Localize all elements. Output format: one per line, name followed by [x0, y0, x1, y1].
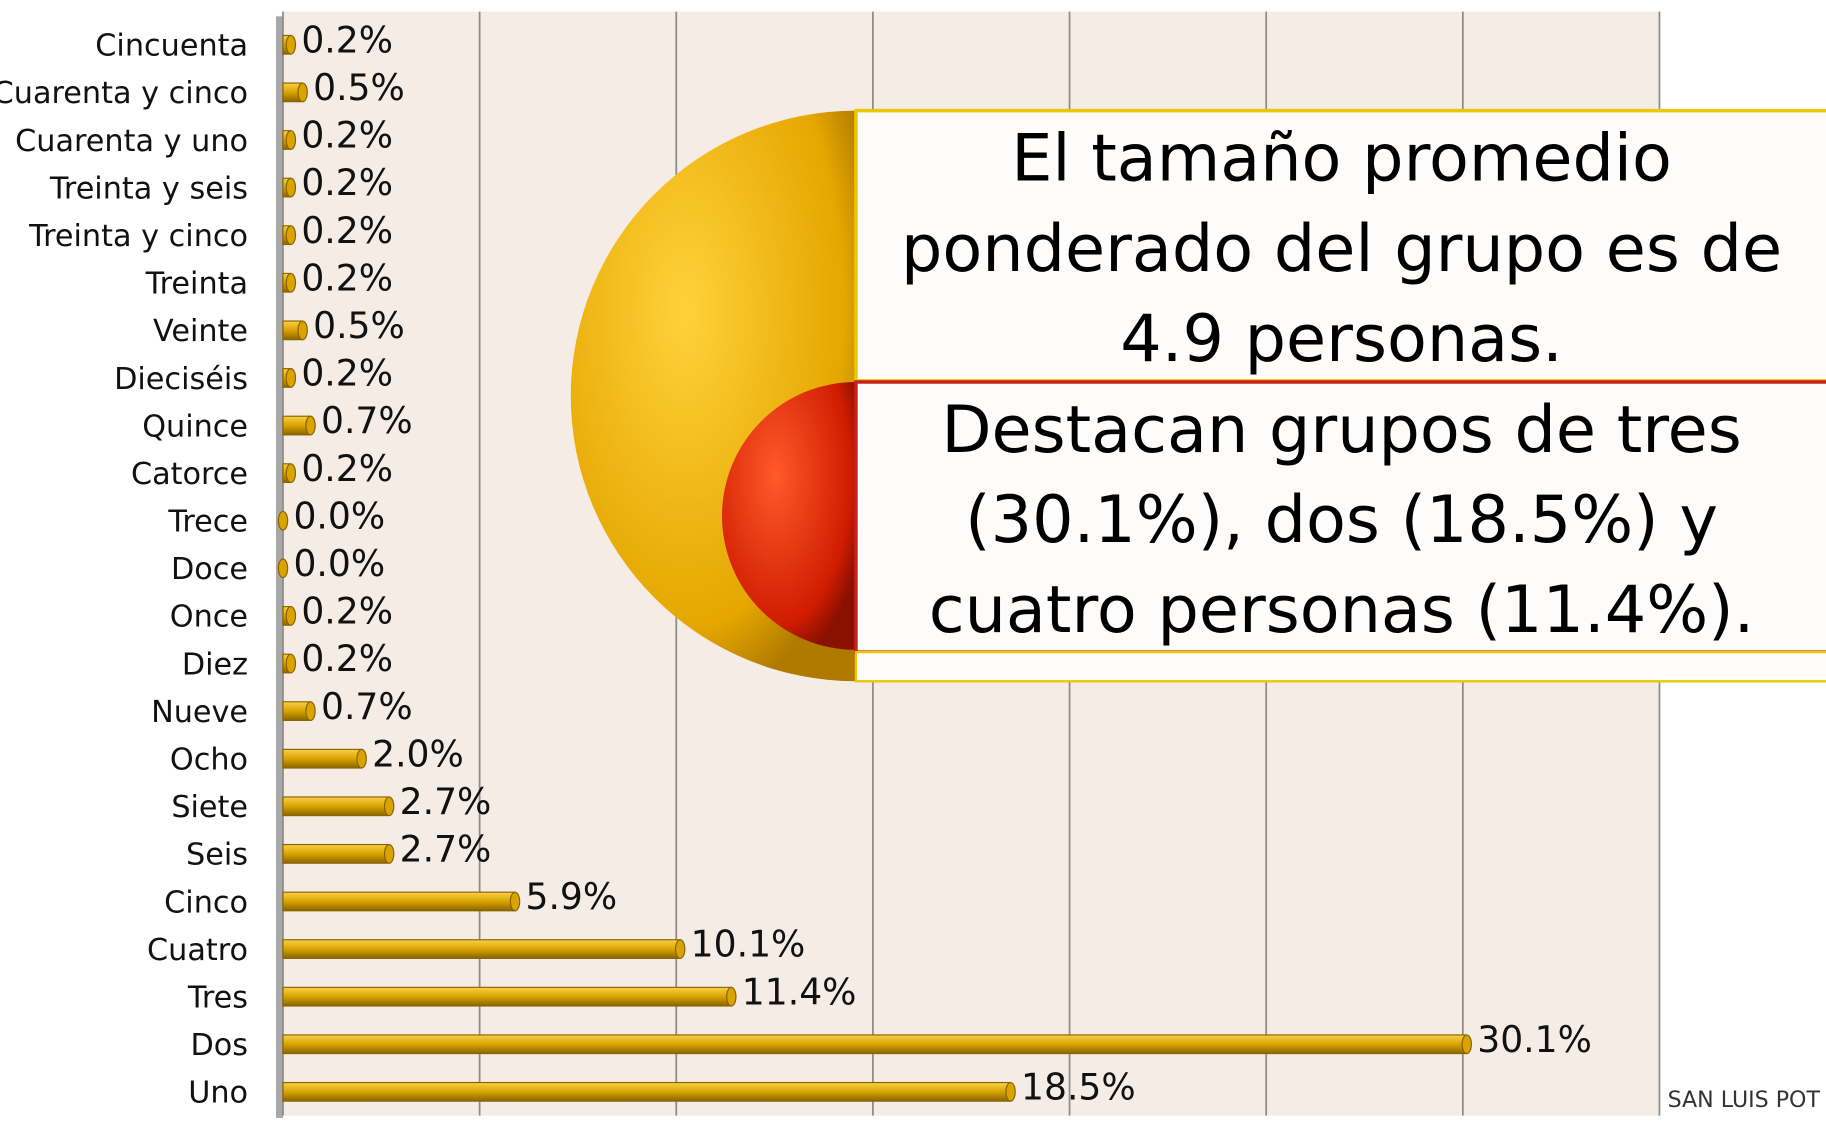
callout	[570, 108, 1826, 683]
bar-cap	[277, 510, 289, 531]
bar-cap	[285, 225, 297, 246]
data-label: 2.0%	[372, 732, 464, 775]
bar-cap	[285, 463, 297, 484]
y-tick-label: Cincuenta	[95, 29, 248, 64]
data-label: 0.0%	[293, 494, 385, 537]
bar-cap	[285, 272, 297, 293]
y-tick-label: Quince	[142, 409, 248, 444]
data-label: 0.5%	[313, 66, 405, 109]
data-label: 0.2%	[301, 161, 393, 204]
data-label: 0.0%	[293, 542, 385, 585]
y-tick-label: Treinta y cinco	[28, 219, 248, 254]
data-label: 0.2%	[301, 114, 393, 157]
bar-cap	[383, 796, 395, 817]
footer: SAN LUIS POT	[1668, 1087, 1821, 1113]
data-label: 2.7%	[400, 828, 492, 871]
annotation: cuatro personas (11.4%).	[929, 572, 1755, 648]
annotation-box	[854, 108, 1826, 383]
data-label: 0.2%	[301, 352, 393, 395]
data-label: 10.1%	[691, 923, 806, 966]
red-half-disc	[722, 381, 856, 650]
bar	[282, 891, 516, 912]
data-label: 30.1%	[1477, 1018, 1592, 1061]
bar	[282, 1034, 1468, 1055]
data-label: 0.2%	[301, 447, 393, 490]
y-tick-label: Catorce	[131, 457, 248, 492]
data-label: 0.5%	[313, 304, 405, 347]
annotation: Destacan grupos de tres	[941, 392, 1741, 468]
bar-cap	[285, 177, 297, 198]
bar-cap	[285, 34, 297, 55]
annotation: El tamaño promedio	[1011, 121, 1672, 197]
data-label: 0.2%	[301, 256, 393, 299]
data-label: 5.9%	[526, 875, 618, 918]
data-label: 0.2%	[301, 209, 393, 252]
bar-cap	[305, 701, 316, 721]
bar	[282, 939, 681, 959]
data-label: 0.2%	[301, 637, 393, 680]
data-label: 0.2%	[301, 18, 393, 61]
y-tick-label: Treinta y seis	[49, 171, 248, 206]
annotation-box	[854, 380, 1826, 654]
y-tick-label: Uno	[188, 1076, 248, 1111]
y-tick-label: Doce	[171, 552, 248, 587]
y-tick-label: Veinte	[153, 314, 248, 349]
annotation: (30.1%), dos (18.5%) y	[965, 482, 1718, 558]
bar-cap	[1005, 1081, 1016, 1102]
y-tick-label: Dieciséis	[114, 362, 248, 397]
bar-cap	[356, 748, 367, 769]
y-tick-label: Tres	[187, 980, 248, 1015]
data-label: 11.4%	[742, 970, 857, 1013]
bar	[282, 1081, 1012, 1102]
bar-cap	[285, 653, 297, 674]
bar-cap	[726, 986, 737, 1007]
annotation-box-edge	[854, 650, 1826, 683]
y-tick-label: Ocho	[170, 743, 248, 778]
bar-cap	[297, 320, 308, 341]
y-tick-label: Cuarenta y cinco	[0, 76, 248, 111]
data-label: 18.5%	[1021, 1066, 1136, 1109]
bar-cap	[297, 82, 308, 103]
y-tick-label: Trece	[167, 505, 248, 540]
y-tick-label: Seis	[186, 838, 248, 873]
data-label: 0.2%	[301, 590, 393, 633]
y-tick-label: Cuarenta y uno	[15, 124, 248, 159]
y-tick-label: Cuatro	[147, 933, 248, 968]
data-label: 2.7%	[400, 780, 492, 823]
y-tick-label: Diez	[182, 647, 248, 682]
y-tick-label: Treinta	[145, 267, 248, 302]
bar-cap	[285, 130, 297, 150]
bar-cap	[285, 368, 297, 388]
annotation: ponderado del grupo es de	[901, 211, 1782, 287]
bar	[282, 986, 732, 1007]
bar-cap	[674, 939, 686, 959]
y-tick-label: Dos	[190, 1028, 248, 1063]
annotation: 4.9 personas.	[1120, 301, 1563, 377]
bar-cap	[277, 558, 289, 579]
y-tick-label: Cinco	[164, 885, 248, 920]
bar-cap	[305, 415, 316, 436]
y-tick-label: Nueve	[151, 695, 248, 730]
data-label: 0.7%	[321, 399, 413, 442]
y-tick-label: Siete	[171, 790, 248, 825]
bar	[282, 843, 390, 864]
data-label: 0.7%	[321, 685, 413, 728]
y-tick-label: Once	[170, 600, 248, 635]
bar-cap	[285, 606, 297, 626]
bar	[282, 796, 390, 817]
bar	[282, 748, 363, 769]
bar-cap	[383, 843, 395, 864]
bar-cap	[1461, 1034, 1473, 1055]
bar-cap	[509, 891, 521, 912]
